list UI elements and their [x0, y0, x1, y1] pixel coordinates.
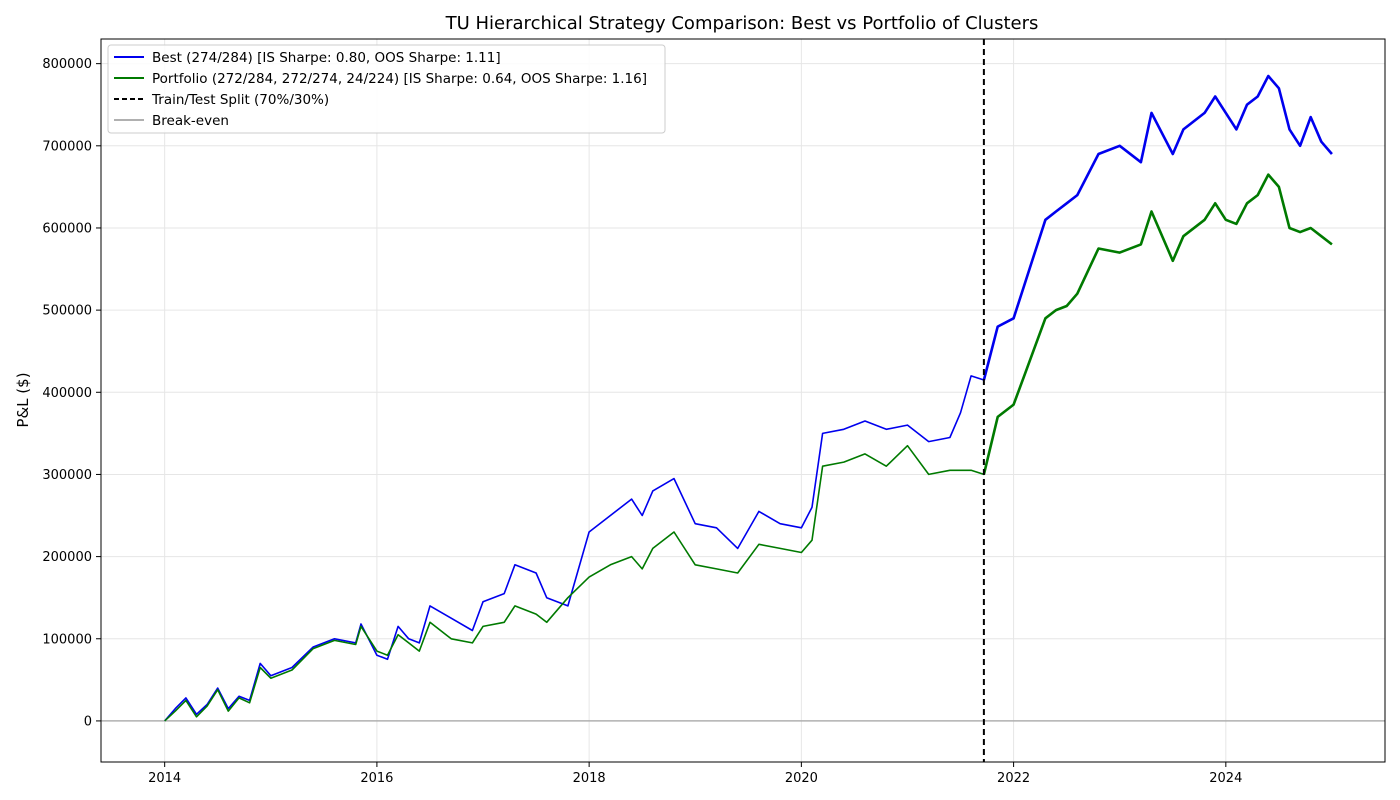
- legend-label: Train/Test Split (70%/30%): [151, 92, 329, 108]
- y-tick-label: 100000: [42, 632, 92, 647]
- y-tick-label: 600000: [42, 221, 92, 236]
- x-tick-label: 2022: [997, 771, 1030, 786]
- y-axis-label: P&L ($): [14, 372, 32, 427]
- x-tick-label: 2020: [785, 771, 818, 786]
- y-tick-label: 700000: [42, 139, 92, 154]
- y-tick-label: 200000: [42, 550, 92, 565]
- y-tick-label: 400000: [42, 386, 92, 401]
- y-tick-label: 300000: [42, 468, 92, 483]
- legend-label: Break-even: [152, 113, 229, 129]
- x-tick-label: 2016: [360, 771, 393, 786]
- y-tick-label: 800000: [42, 57, 92, 72]
- legend-label: Portfolio (272/284, 272/274, 24/224) [IS…: [152, 71, 647, 87]
- x-tick-label: 2014: [148, 771, 181, 786]
- legend-label: Best (274/284) [IS Sharpe: 0.80, OOS Sha…: [152, 50, 501, 66]
- y-tick-label: 500000: [42, 304, 92, 319]
- legend-box: [107, 44, 666, 134]
- chart-title: TU Hierarchical Strategy Comparison: Bes…: [445, 13, 1039, 34]
- plot-area: 2014 2016 2018 2020 2022 2024 0 100000 200000 300…: [42, 38, 1386, 786]
- x-tick-label: 2018: [573, 771, 606, 786]
- portfolio-series-oos-line: [982, 173, 1333, 475]
- y-tick-label: 0: [84, 714, 92, 729]
- best-series-oos-line: [982, 74, 1333, 381]
- plot-frame: [100, 38, 1386, 763]
- x-tick-label: 2024: [1209, 771, 1242, 786]
